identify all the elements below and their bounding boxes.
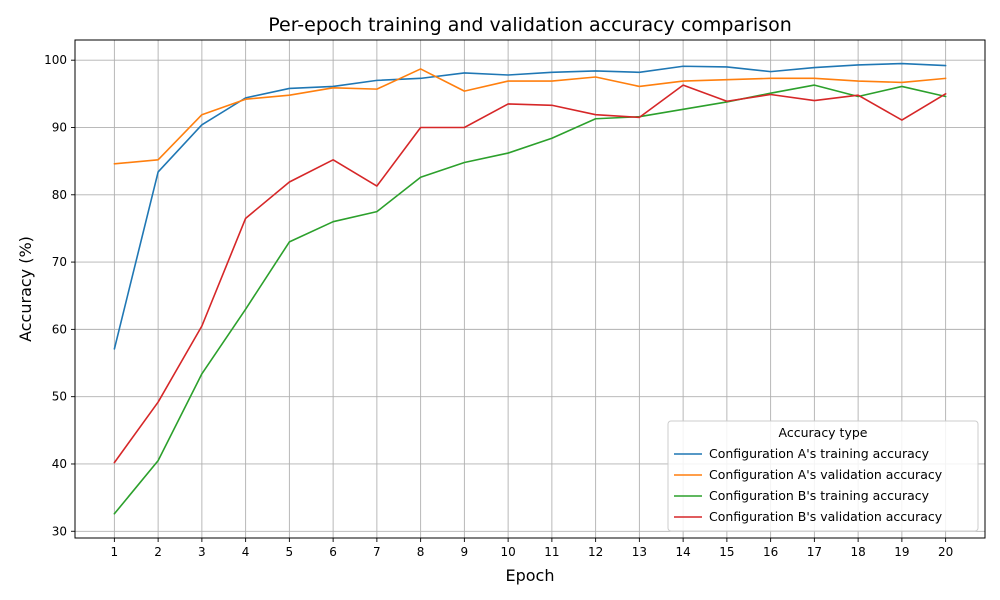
x-tick-label: 20 <box>938 545 953 559</box>
plot-frame <box>74 39 986 539</box>
x-tick-label: 18 <box>850 545 865 559</box>
y-tick-label: 70 <box>52 255 67 269</box>
y-tick-label: 30 <box>52 524 67 538</box>
y-tick-label: 100 <box>44 53 67 67</box>
x-tick-label: 6 <box>329 545 337 559</box>
x-tick-label: 13 <box>632 545 647 559</box>
x-tick-label: 1 <box>111 545 119 559</box>
legend-label: Configuration A's validation accuracy <box>709 467 943 482</box>
legend: Accuracy type Configuration A's training … <box>667 420 979 532</box>
y-axis-title: Accuracy (%) <box>16 236 35 342</box>
x-tick-label: 3 <box>198 545 206 559</box>
x-tick-label: 16 <box>763 545 778 559</box>
legend-title: Accuracy type <box>779 425 868 440</box>
x-tick-label: 8 <box>417 545 425 559</box>
legend-label: Configuration A's training accuracy <box>709 446 930 461</box>
x-tick-label: 17 <box>807 545 822 559</box>
y-tick-label: 40 <box>52 457 67 471</box>
y-axis-ticks: 30 40 50 60 70 80 90 100 <box>44 53 75 538</box>
x-tick-label: 10 <box>500 545 515 559</box>
series-lines <box>113 62 947 515</box>
y-tick-label: 60 <box>52 322 67 336</box>
x-tick-label: 4 <box>242 545 250 559</box>
legend-box <box>667 420 979 532</box>
x-tick-label: 15 <box>719 545 734 559</box>
x-axis-title: Epoch <box>506 566 555 585</box>
series-line-1 <box>113 62 947 350</box>
chart-title: Per-epoch training and validation accura… <box>268 14 792 36</box>
series-line-4 <box>113 84 947 464</box>
x-tick-label: 14 <box>675 545 690 559</box>
series-line-3 <box>113 84 947 515</box>
x-tick-label: 19 <box>894 545 909 559</box>
series-line-2 <box>113 68 947 165</box>
x-tick-label: 2 <box>154 545 162 559</box>
y-tick-label: 50 <box>52 390 67 404</box>
x-tick-label: 12 <box>588 545 603 559</box>
y-tick-label: 80 <box>52 188 67 202</box>
x-tick-label: 11 <box>544 545 559 559</box>
x-tick-label: 9 <box>461 545 469 559</box>
x-tick-label: 7 <box>373 545 381 559</box>
y-tick-label: 90 <box>52 120 67 134</box>
x-tick-label: 5 <box>286 545 294 559</box>
legend-label: Configuration B's validation accuracy <box>709 509 943 524</box>
x-axis-ticks: 1 2 3 4 5 6 7 8 9 10 11 12 13 14 15 16 17 18 19 20 <box>111 538 953 559</box>
legend-label: Configuration B's training accuracy <box>709 488 930 503</box>
